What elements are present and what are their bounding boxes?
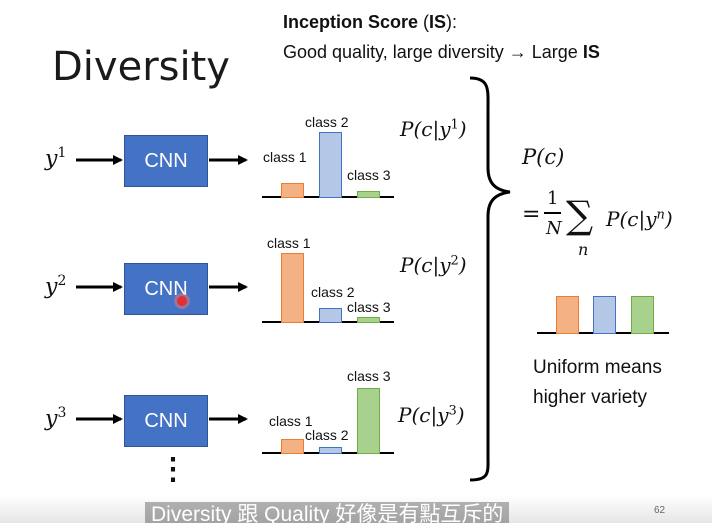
bar-label-row2-class3: class 3 xyxy=(347,299,391,315)
input-y1: y1 xyxy=(45,145,67,172)
equals-sign: = xyxy=(522,202,541,227)
page-number: 62 xyxy=(654,505,666,516)
bar-label-row3-class3: class 3 xyxy=(347,368,391,384)
inception-score-label: Inception Score xyxy=(283,12,419,32)
cnn-box-2: CNN xyxy=(124,263,208,315)
header-line2-is: IS xyxy=(582,42,600,62)
bar-row3-class1 xyxy=(281,439,304,454)
bar-row1-class1 xyxy=(281,183,304,198)
bar-label-row2-class1: class 1 xyxy=(267,235,311,251)
uniform-bar-class1 xyxy=(556,296,579,334)
paren-close: ): xyxy=(446,12,458,32)
bar-label-row1-class2: class 2 xyxy=(305,114,349,130)
bar-row2-class2 xyxy=(319,308,342,323)
paren-open: ( xyxy=(418,12,430,32)
bar-row2-class3 xyxy=(357,317,380,323)
bar-label-row1-class1: class 1 xyxy=(263,149,307,165)
bar-label-row3-class2: class 2 xyxy=(305,427,349,443)
bar-row1-class3 xyxy=(357,191,380,198)
bar-row3-class2 xyxy=(319,447,342,454)
header-line2: Good quality, large diversity → Large IS xyxy=(283,42,600,63)
header-line1: Inception Score (IS): xyxy=(283,12,457,33)
prob-label-3: P(c|y3) xyxy=(398,403,465,427)
uniform-bar-class3 xyxy=(631,296,654,334)
slide-title: Diversity xyxy=(52,44,230,90)
laser-pointer-dot xyxy=(177,296,187,306)
vertical-ellipsis: ⋮ xyxy=(158,453,188,486)
uniform-caption-line1: Uniform means xyxy=(533,357,662,378)
input-y2: y2 xyxy=(45,273,67,300)
bar-label-row3-class1: class 1 xyxy=(269,413,313,429)
bar-label-row1-class3: class 3 xyxy=(347,167,391,183)
header-line2-text: Good quality, large diversity → Large xyxy=(283,42,583,62)
curly-brace xyxy=(469,76,511,482)
bar-row2-class1 xyxy=(281,253,304,323)
subtitle-bar xyxy=(0,495,712,523)
cnn-box-1: CNN xyxy=(124,135,208,187)
video-subtitle: Diversity 跟 Quality 好像是有點互斥的 xyxy=(145,502,510,523)
is-abbrev: IS xyxy=(429,12,447,32)
bar-row3-class3 xyxy=(357,388,380,454)
marginal-pc: P(c) xyxy=(522,145,565,169)
cnn-box-3: CNN xyxy=(124,395,208,447)
bar-row1-class2 xyxy=(319,132,342,198)
prob-label-1: P(c|y1) xyxy=(400,117,467,141)
summation-term: P(c|yn) xyxy=(606,207,673,231)
prob-label-2: P(c|y2) xyxy=(400,253,467,277)
fraction-bar xyxy=(544,212,561,214)
bar-label-row2-class2: class 2 xyxy=(311,284,355,300)
frac-numerator: 1 xyxy=(547,188,559,209)
frac-denominator: N xyxy=(546,218,562,239)
summation-symbol: ∑ xyxy=(566,193,594,237)
uniform-caption-line2: higher variety xyxy=(533,387,648,408)
input-y3: y3 xyxy=(45,405,67,432)
summation-index: n xyxy=(578,240,589,259)
uniform-bar-class2 xyxy=(593,296,616,334)
